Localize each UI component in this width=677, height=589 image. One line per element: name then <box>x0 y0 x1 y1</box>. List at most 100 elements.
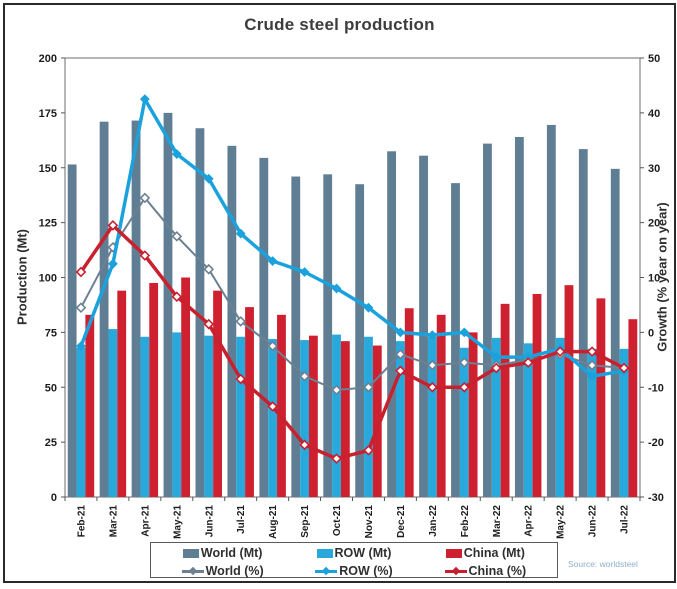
chart-canvas: 0 25 50 75 100 125 150 175 200 -30 -20 -10 0 10 20 30 40… <box>39 53 664 539</box>
legend-label: China (%) <box>468 564 527 578</box>
marker-world <box>75 302 87 314</box>
legend-item-row-pct: ROW (%) <box>288 564 419 578</box>
legend-item-world-pct: World (%) <box>157 564 288 578</box>
bar-china-mt <box>181 277 191 497</box>
marker-row <box>587 371 597 382</box>
marker-china <box>171 291 183 303</box>
bar-china-mt <box>500 303 510 497</box>
left-axis-tick-label: 100 <box>39 273 57 285</box>
bar-row-mt <box>332 334 341 497</box>
legend-item-china-pct: China (%) <box>420 564 551 578</box>
x-axis-month-label: Feb-22 <box>460 505 471 538</box>
legend-label: World (Mt) <box>200 546 263 560</box>
right-axis-tick-label: 50 <box>648 53 660 65</box>
marker-china <box>395 365 406 377</box>
bar-china-mt <box>436 314 446 497</box>
line-row <box>79 97 626 379</box>
x-axis-month-label: Jun-21 <box>204 505 215 538</box>
bar-world-mt <box>291 176 301 497</box>
left-axis-tick-label: 25 <box>45 437 57 449</box>
bar-world-mt <box>578 149 588 497</box>
right-axis-tick-label: 20 <box>648 218 660 230</box>
marker-world <box>171 231 183 242</box>
legend-item-world-mt: World (Mt) <box>157 546 288 560</box>
left-axis-tick-label: 0 <box>51 492 57 504</box>
x-axis-month-label: Apr-22 <box>524 505 535 537</box>
marker-china <box>139 250 151 261</box>
world-mt-swatch-icon <box>182 548 199 558</box>
china-pct-line-icon <box>444 566 467 576</box>
marker-row <box>299 267 310 277</box>
marker-china <box>299 439 310 451</box>
marker-china <box>618 362 630 374</box>
bar-china-mt <box>245 307 254 497</box>
right-axis-tick-label: -30 <box>648 492 664 504</box>
bar-china-mt <box>372 345 382 497</box>
bar-world-mt <box>67 164 77 497</box>
marker-world <box>363 381 374 393</box>
bar-china-mt <box>628 319 638 497</box>
marker-world <box>267 340 278 352</box>
x-axis-month-label: Aug-21 <box>268 505 279 539</box>
marker-china <box>586 346 598 357</box>
line-china <box>79 223 626 461</box>
marker-china <box>554 346 566 357</box>
left-axis-tick-label: 150 <box>39 163 57 175</box>
row-pct-line-icon <box>315 566 338 576</box>
chart-title: Crude steel production <box>244 15 435 34</box>
bar-row-mt <box>268 338 278 497</box>
bar-china-mt <box>213 290 222 497</box>
bar-row-mt <box>204 335 214 497</box>
marker-row <box>235 228 246 239</box>
marker-row <box>171 149 182 159</box>
x-axis-month-label: Dec-21 <box>396 505 407 538</box>
marker-row <box>459 327 470 338</box>
bar-world-mt <box>451 183 460 497</box>
marker-row <box>395 327 406 338</box>
marker-row <box>108 258 118 269</box>
marker-china <box>490 362 502 374</box>
legend: World (Mt) ROW (Mt) China (Mt) World (%)… <box>150 542 558 578</box>
x-axis-month-label: Jul-22 <box>620 505 631 534</box>
marker-china <box>107 220 119 231</box>
bar-world-mt <box>610 168 620 497</box>
x-axis-month-label: Mar-22 <box>492 505 503 538</box>
marker-world <box>427 359 438 371</box>
bar-world-mt <box>99 121 109 497</box>
world-pct-line-icon <box>181 566 204 576</box>
right-axis-tick-label: -10 <box>648 382 664 394</box>
marker-world <box>331 384 342 396</box>
legend-label: China (Mt) <box>463 546 525 560</box>
bar-china-mt <box>340 341 350 497</box>
marker-world <box>458 357 470 368</box>
left-axis-tick-label: 200 <box>39 53 57 65</box>
x-axis-month-label: Oct-21 <box>332 505 343 537</box>
china-mt-swatch-icon <box>445 548 462 558</box>
right-axis-title: Growth (% year on year) <box>654 202 670 352</box>
bar-china-mt <box>468 332 478 498</box>
x-axis-month-label: Mar-21 <box>108 505 119 538</box>
marker-china <box>427 381 438 393</box>
legend-item-china-mt: China (Mt) <box>420 546 551 560</box>
bar-row-mt <box>587 348 597 497</box>
bar-row-mt <box>459 347 469 497</box>
left-axis-tick-label: 175 <box>39 108 57 120</box>
legend-label: ROW (Mt) <box>334 546 392 560</box>
right-axis-tick-label: 30 <box>648 163 660 175</box>
bar-row-mt <box>523 343 533 497</box>
marker-row <box>363 302 374 313</box>
marker-china <box>522 357 534 368</box>
x-axis-month-label: May-22 <box>556 505 567 539</box>
marker-world <box>203 263 215 275</box>
bar-china-mt <box>277 314 286 497</box>
marker-row <box>267 256 278 266</box>
marker-world <box>395 348 406 360</box>
left-axis-title: Production (Mt) <box>14 228 30 326</box>
marker-row <box>203 173 214 184</box>
marker-world <box>586 359 598 371</box>
bar-world-mt <box>355 184 365 497</box>
bar-china-mt <box>564 285 574 497</box>
bar-world-mt <box>163 112 173 498</box>
x-axis-month-label: May-21 <box>172 505 183 539</box>
right-axis-tick-label: 10 <box>648 273 660 285</box>
